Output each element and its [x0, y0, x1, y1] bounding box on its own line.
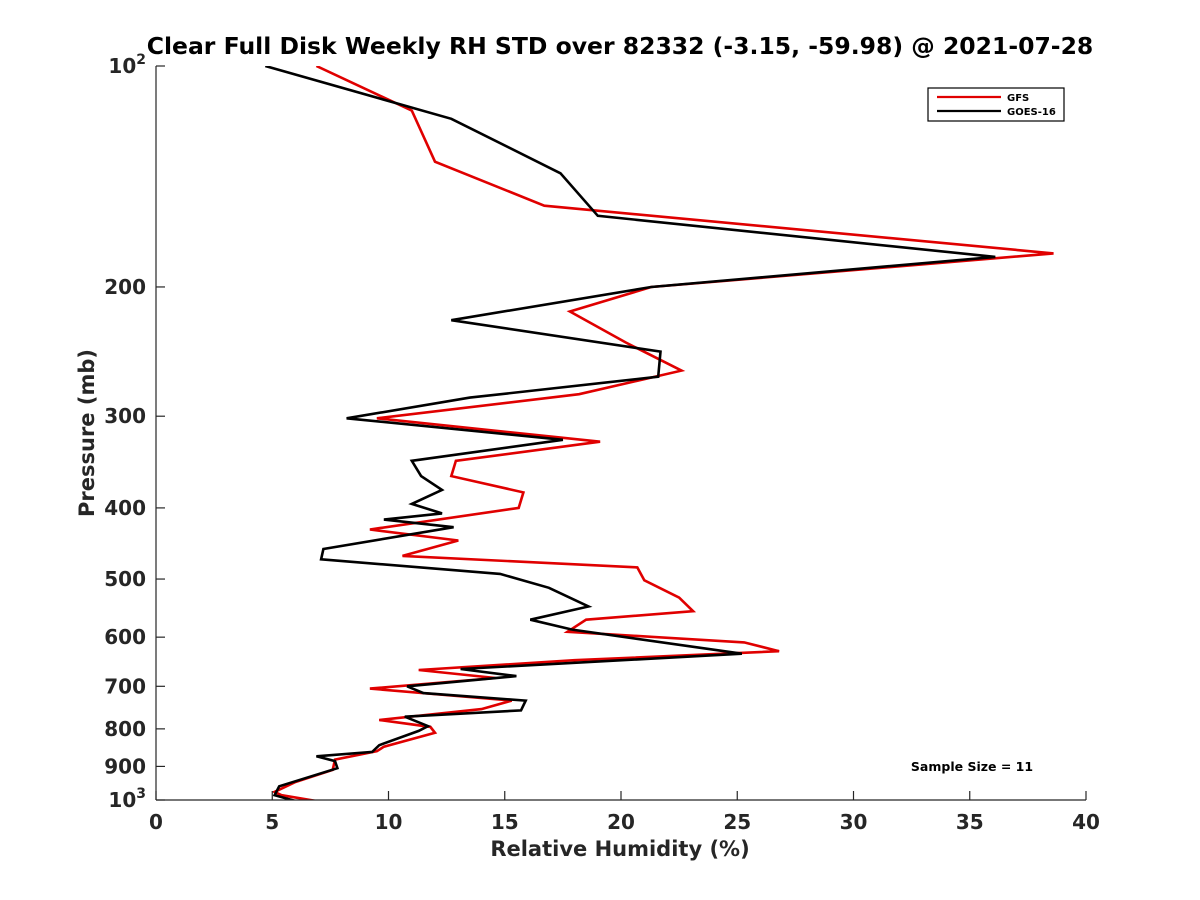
legend-label-goes16: GOES-16 — [1007, 107, 1056, 118]
x-tick-label: 0 — [149, 810, 163, 834]
sample-size-annotation: Sample Size = 11 — [911, 759, 1033, 774]
y-axis-label: Pressure (mb) — [75, 349, 99, 517]
y-tick-label: 103 — [108, 786, 146, 812]
x-tick-label: 10 — [375, 810, 403, 834]
y-tick-label: 800 — [104, 717, 146, 741]
plot-area: 0 5 10 15 20 25 30 35 40 10220030040050060070080… — [104, 52, 1100, 834]
x-tick-label: 25 — [723, 810, 751, 834]
x-tick-label: 40 — [1072, 810, 1100, 834]
y-tick-label-exponent: 2 — [136, 52, 146, 68]
y-tick-label-exponent: 3 — [136, 786, 146, 802]
x-tick-label: 5 — [265, 810, 279, 834]
series-line-goes16 — [264, 66, 996, 800]
legend: GFS GOES-16 — [927, 87, 1065, 122]
legend-label-gfs: GFS — [1007, 93, 1029, 104]
y-tick-label: 700 — [104, 674, 146, 698]
y-tick-label-base: 10 — [108, 788, 136, 812]
y-tick-label: 300 — [104, 404, 146, 428]
y-tick-label-base: 10 — [108, 54, 136, 78]
x-tick-label: 20 — [607, 810, 635, 834]
x-tick-label: 35 — [956, 810, 984, 834]
y-tick-label: 200 — [104, 275, 146, 299]
x-tick-label: 15 — [491, 810, 519, 834]
x-tick-label: 30 — [840, 810, 868, 834]
x-ticks: 0 5 10 15 20 25 30 35 40 — [149, 791, 1100, 834]
legend-box — [927, 87, 1065, 122]
y-tick-label: 900 — [104, 754, 146, 778]
chart-title: Clear Full Disk Weekly RH STD over 82332… — [147, 32, 1094, 60]
y-tick-label: 500 — [104, 567, 146, 591]
y-tick-label: 600 — [104, 625, 146, 649]
x-axis-label: Relative Humidity (%) — [490, 837, 749, 861]
y-tick-label: 102 — [108, 52, 146, 78]
y-tick-label: 400 — [104, 496, 146, 520]
series-group — [264, 66, 1054, 800]
